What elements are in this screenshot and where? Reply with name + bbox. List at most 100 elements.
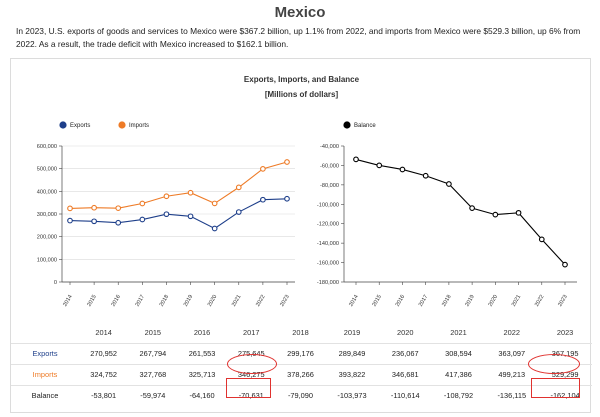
table-cell: -64,160 [177, 384, 227, 406]
table-cell: 299,176 [275, 342, 326, 364]
x-tick-label: 2021 [231, 294, 242, 308]
table-cell: -70,631 [226, 384, 276, 406]
legend-marker-balance [343, 121, 351, 129]
highlight-balance-2023 [531, 378, 580, 398]
table-cell: 267,794 [128, 342, 178, 364]
highlight-balance-2017 [226, 378, 271, 398]
highlight-imports-2023 [528, 354, 580, 374]
table-cell: 325,713 [177, 363, 227, 385]
data-point-imports [115, 205, 122, 212]
data-point-balance [399, 166, 406, 173]
table-row-label: Imports [11, 363, 79, 385]
chart-card: Exports, Imports, and Balance [Millions … [10, 58, 592, 413]
table-row: Balance -53,801 -59,974 -64,160 -70,631 -79,0… [11, 384, 592, 406]
table-year-header: 2019 [343, 327, 361, 337]
table-year-header: 2017 [243, 327, 260, 337]
data-point-exports [260, 196, 266, 203]
data-point-imports [235, 184, 242, 191]
table-cell: 499,213 [485, 363, 539, 385]
x-tick-label: 2014 [62, 294, 73, 308]
data-point-imports [260, 165, 266, 172]
data-point-exports [211, 225, 218, 232]
data-point-balance [422, 172, 429, 179]
data-point-exports [187, 213, 194, 220]
data-point-imports [67, 205, 73, 212]
table-cell: 261,553 [177, 342, 227, 364]
legend-label-imports: Imports [129, 123, 149, 129]
x-tick-label: 2023 [279, 294, 290, 308]
data-point-balance [376, 162, 383, 169]
data-point-balance [492, 211, 499, 218]
y-tick-label: 0 [54, 280, 57, 286]
table-cell: 236,067 [378, 342, 432, 364]
table-header-row: 2014 2015 2016 2017 2018 2019 2020 2021 2022 2023 [11, 322, 592, 343]
data-point-exports [163, 211, 170, 218]
x-tick-label: 2016 [111, 294, 122, 308]
table-cell: -162,104 [538, 384, 592, 406]
table-cell: -110,614 [378, 384, 432, 406]
data-point-exports [284, 195, 290, 202]
x-tick-label: 2015 [86, 294, 97, 308]
y-tick-label: 100,000 [37, 257, 57, 263]
y-tick-label: 400,000 [37, 189, 57, 195]
y-tick-label: 300,000 [37, 212, 57, 218]
table-year-header: 2014 [95, 327, 112, 337]
table-row: Exports 270,952 267,794 261,553 275,645 299,1… [11, 342, 592, 364]
table-cell: 270,952 [79, 342, 129, 364]
x-tick-label: 2020 [488, 294, 499, 308]
table-corner-cell [11, 322, 79, 343]
data-point-imports [187, 189, 194, 196]
y-tick-label: -100,000 [317, 202, 339, 208]
data-point-exports [139, 216, 146, 223]
x-tick-label: 2018 [441, 294, 452, 308]
table-cell: 324,752 [79, 363, 129, 385]
data-point-balance [538, 236, 545, 243]
data-point-exports [91, 218, 97, 225]
data-point-exports [115, 219, 122, 226]
series-line-exports [69, 198, 288, 230]
legend-marker-exports [59, 121, 67, 129]
x-tick-label: 2017 [418, 294, 429, 308]
series-line-balance [355, 158, 566, 265]
data-point-balance [446, 181, 452, 187]
x-tick-label: 2017 [135, 294, 146, 308]
table-cell: 417,386 [431, 363, 486, 385]
table-cell: 363,097 [485, 342, 539, 364]
table-cell: -79,090 [275, 384, 326, 406]
table-year-header: 2021 [450, 327, 467, 337]
x-tick-label: 2022 [534, 294, 545, 308]
x-tick-label: 2021 [511, 294, 522, 308]
data-point-exports [67, 217, 73, 224]
table-row-label: Exports [11, 342, 79, 364]
series-line-imports [69, 161, 288, 209]
table-row-label: Balance [11, 384, 79, 406]
y-tick-label: -180,000 [317, 280, 339, 286]
x-tick-label: 2019 [464, 294, 475, 308]
y-tick-label: 200,000 [37, 235, 57, 241]
table-cell: -103,973 [325, 384, 379, 406]
table-year-header: 2018 [292, 327, 309, 337]
x-tick-label: 2023 [557, 294, 568, 308]
y-tick-label: -140,000 [317, 241, 339, 247]
x-tick-label: 2019 [183, 294, 194, 308]
table-cell: 289,849 [325, 342, 379, 364]
y-tick-label: -80,000 [320, 183, 339, 189]
legend-label-balance: Balance [354, 123, 376, 129]
legend-label-exports: Exports [70, 123, 90, 129]
y-tick-label: -40,000 [320, 144, 339, 150]
table-body: Exports 270,952 267,794 261,553 275,645 299,1… [11, 342, 592, 406]
table-year-header: 2022 [503, 327, 520, 337]
x-tick-label: 2016 [395, 294, 406, 308]
data-point-balance [353, 156, 359, 163]
y-tick-label: -60,000 [320, 163, 339, 169]
data-point-imports [91, 204, 97, 211]
table-cell: -59,974 [128, 384, 178, 406]
table-cell: 308,594 [431, 342, 486, 364]
data-table: 2014 2015 2016 2017 2018 2019 2020 2021 2022 2023… [11, 322, 592, 406]
data-point-imports [211, 200, 218, 207]
table-cell: 393,822 [325, 363, 379, 385]
data-point-imports [284, 159, 290, 165]
chart-title: Exports, Imports, and Balance [243, 75, 360, 84]
table-year-header: 2023 [556, 327, 574, 337]
y-tick-label: -160,000 [317, 261, 339, 267]
